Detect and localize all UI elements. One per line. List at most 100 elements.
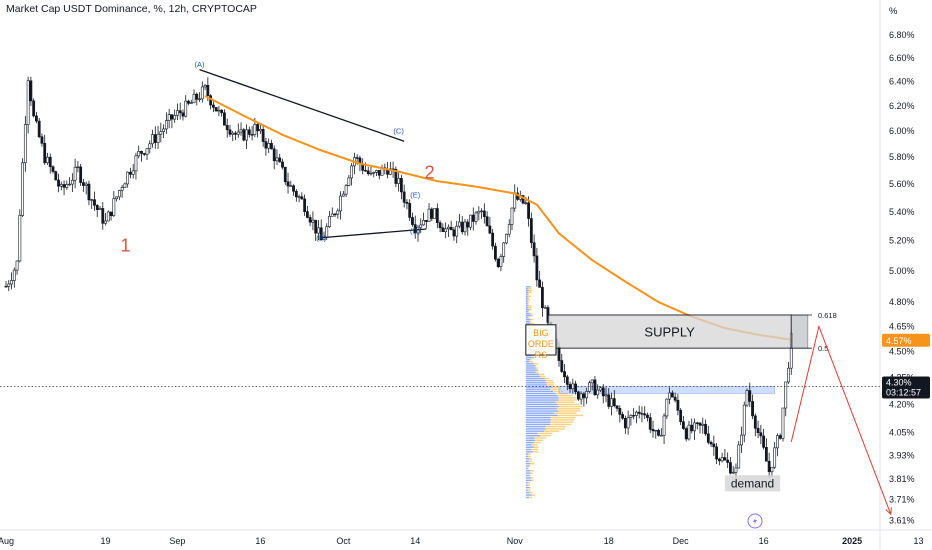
volume-profile-bar (526, 404, 558, 405)
volume-profile-bar (557, 408, 581, 409)
volume-profile-bar (534, 437, 546, 438)
candle-body (226, 125, 228, 129)
candle-body (315, 220, 317, 233)
volume-profile-bar (533, 451, 539, 452)
candle-body (132, 171, 134, 175)
volume-profile-bar (529, 461, 532, 462)
volume-profile-bar (558, 415, 583, 416)
candle-body (591, 380, 593, 383)
volume-profile-bar (526, 294, 528, 295)
volume-profile-bar (529, 487, 530, 488)
candle-body (80, 167, 82, 183)
candle-body (787, 368, 789, 382)
candle-body (751, 401, 753, 415)
volume-profile-bar (556, 402, 575, 403)
candle-body (738, 445, 740, 468)
candle-body (671, 393, 673, 397)
candle-body (536, 256, 538, 280)
candle-body (295, 191, 297, 197)
volume-profile-bar (559, 399, 577, 400)
wave-count: 1 (121, 236, 131, 256)
volume-profile-bar (526, 456, 528, 457)
candle-body (245, 130, 247, 140)
volume-profile-bar (526, 357, 534, 358)
candle-body (635, 412, 637, 415)
candle-body (525, 203, 527, 204)
volume-profile-bar (534, 363, 538, 364)
candle-body (660, 435, 662, 436)
volume-profile-bar (526, 442, 534, 443)
candle-body (597, 390, 599, 395)
volume-profile-bar (536, 372, 539, 373)
candle-body (91, 200, 93, 201)
volume-profile-bar (526, 288, 528, 289)
candle-body (735, 468, 737, 472)
y-tick-label: 6.20% (889, 101, 915, 111)
candle-body (149, 144, 151, 149)
volume-profile-bar (526, 461, 529, 462)
candle-body (779, 436, 781, 439)
candle-body (243, 130, 245, 140)
volume-profile-bar (526, 417, 551, 418)
candle-body (138, 151, 140, 156)
candle-body (400, 178, 402, 192)
volume-profile-bar (535, 365, 536, 366)
volume-profile-bar (531, 477, 533, 478)
candle-body (273, 149, 275, 161)
candle-body (442, 228, 444, 232)
y-tick-label: 4.80% (889, 297, 915, 307)
volume-profile-bar (526, 413, 554, 414)
candle-body (337, 211, 339, 214)
volume-profile-bar (526, 372, 536, 373)
candle-body (757, 428, 759, 432)
candle-body (682, 422, 684, 429)
volume-profile-bar (526, 376, 540, 377)
candle-body (33, 101, 35, 116)
candle-body (345, 185, 347, 194)
candle-body (251, 134, 253, 135)
volume-profile-bar (526, 301, 528, 302)
target-box (791, 315, 808, 348)
y-tick-label: 4.05% (889, 427, 915, 437)
wave-label: (E) (410, 191, 421, 200)
candle-body (19, 215, 21, 261)
candle-body (732, 472, 734, 473)
candle-body (378, 170, 380, 175)
volume-profile-bar (526, 482, 528, 483)
candle-body (666, 399, 668, 416)
candle-body (41, 137, 43, 144)
last-price-value: 4.30% (886, 377, 912, 387)
wave-label: (D) (410, 226, 421, 235)
y-tick-label: 5.80% (889, 152, 915, 162)
candle-body (27, 81, 29, 125)
candle-body (616, 406, 618, 409)
candle-body (312, 220, 314, 222)
candle-body (478, 211, 480, 213)
volume-profile-bar (526, 494, 532, 495)
candle-body (174, 115, 176, 119)
candle-body (602, 388, 604, 396)
candle-body (494, 246, 496, 259)
candle-body (453, 230, 455, 236)
candle-body (8, 284, 10, 286)
candle-body (116, 197, 118, 199)
volume-profile-bar (540, 435, 551, 436)
candle-body (71, 180, 73, 184)
candle-body (212, 105, 214, 107)
candle-body (88, 184, 90, 200)
volume-profile-bar (526, 487, 530, 488)
candle-body (240, 130, 242, 132)
candle-body (265, 142, 267, 149)
volume-profile-bar (526, 297, 528, 298)
candle-body (351, 166, 353, 178)
volume-profile-bar (526, 421, 551, 422)
candle-body (472, 215, 474, 221)
volume-profile-bar (526, 359, 530, 360)
candle-body (669, 393, 671, 399)
volume-profile-bar (558, 397, 576, 398)
volume-profile-bar (530, 472, 532, 473)
candle-body (232, 133, 234, 134)
candle-body (129, 172, 131, 174)
volume-profile-bar (528, 305, 532, 306)
